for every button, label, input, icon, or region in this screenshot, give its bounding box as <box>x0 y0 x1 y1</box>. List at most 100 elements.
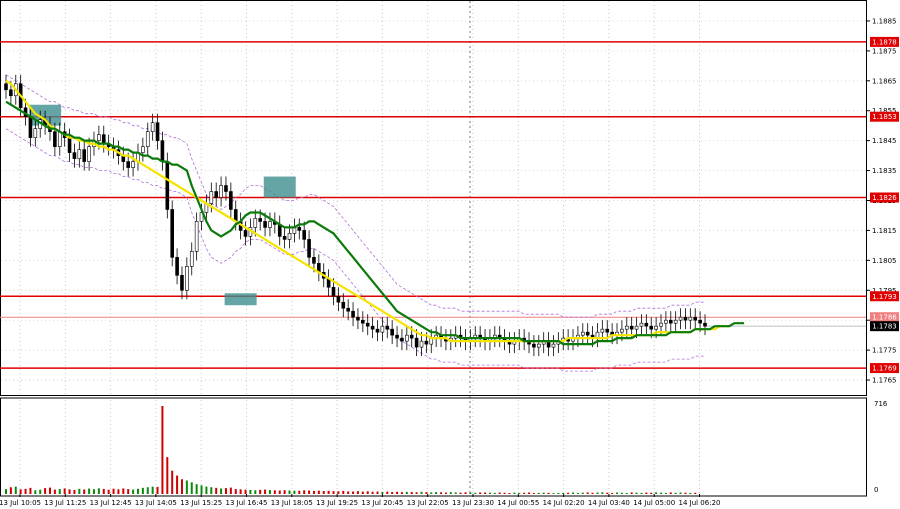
price-tick-label: 1.1775 <box>872 347 897 355</box>
volume-bar <box>68 489 71 494</box>
candle-body <box>365 322 370 327</box>
volume-bar <box>542 492 545 494</box>
candle-body <box>673 319 678 324</box>
volume-bar <box>58 489 61 494</box>
candle-body <box>346 307 350 312</box>
candle-body <box>4 83 8 91</box>
candle-body <box>77 149 82 159</box>
candle-body <box>688 316 693 321</box>
volume-bar <box>14 486 17 494</box>
volume-bar <box>273 490 276 494</box>
volume-bar <box>356 491 359 494</box>
volume-bar <box>195 484 198 494</box>
price-tick-label: 1.1865 <box>872 77 897 85</box>
volume-bar <box>308 490 311 494</box>
volume-bar <box>317 490 320 494</box>
volume-bar <box>259 489 262 494</box>
volume-bar <box>288 490 291 494</box>
candle-body <box>654 325 658 330</box>
volume-bar <box>386 491 389 494</box>
candle-body <box>253 218 258 228</box>
volume-bar <box>234 489 237 494</box>
volume-bar <box>508 493 511 494</box>
time-tick-label: 13 Jul 12:45 <box>90 499 132 507</box>
candle-body <box>287 233 292 240</box>
volume-bar <box>669 492 672 494</box>
candle-body <box>620 328 624 333</box>
candle-body <box>664 319 668 324</box>
volume-bar <box>151 486 154 494</box>
candle-body <box>72 152 77 159</box>
volume-bar <box>127 489 130 494</box>
candle-body <box>145 131 150 147</box>
volume-bar <box>532 493 535 494</box>
volume-panel: 716 0 <box>0 397 888 497</box>
current-price-box <box>870 321 899 332</box>
volume-bar <box>190 482 193 494</box>
pink-level-label: 1.1786 <box>872 314 897 322</box>
candle-body <box>165 161 170 210</box>
candle-body <box>185 266 189 291</box>
volume-bar <box>53 489 56 494</box>
volume-bar <box>503 492 506 494</box>
candle-body <box>698 319 702 324</box>
candle-body <box>683 316 688 321</box>
candle-body <box>53 131 57 147</box>
volume-bar <box>567 492 570 494</box>
volume-bar <box>479 492 482 494</box>
candle-body <box>189 251 194 267</box>
volume-bar <box>166 457 169 494</box>
candle-body <box>155 122 160 141</box>
volume-bar <box>39 489 42 494</box>
candle-body <box>33 128 38 138</box>
candle-body <box>405 334 409 342</box>
volume-bar <box>220 488 223 494</box>
volume-bar <box>283 490 286 494</box>
candle-body <box>624 325 629 330</box>
level-label-box <box>870 192 899 203</box>
chart-grid <box>0 0 867 494</box>
time-axis: 13 Jul 10:05 13 Jul 11:25 13 Jul 12:45 13 J… <box>0 494 720 507</box>
candle-body <box>629 325 634 330</box>
volume-bar <box>635 492 638 494</box>
volume-bar <box>430 492 433 494</box>
candle-body <box>409 334 414 339</box>
candle-body <box>341 301 346 309</box>
volume-bar <box>88 488 91 494</box>
candle-body <box>361 319 365 324</box>
volume-bar <box>264 489 267 494</box>
candle-body <box>97 134 101 141</box>
price-tick-label: 1.1815 <box>872 227 897 235</box>
volume-bar <box>449 492 452 494</box>
candle-body <box>219 185 223 198</box>
volume-bar <box>366 491 369 494</box>
volume-bar <box>537 492 540 494</box>
price-tick-label: 1.1845 <box>872 137 897 145</box>
current-price-label: 1.1783 <box>872 323 897 331</box>
signal-marker <box>263 176 296 198</box>
volume-bar <box>327 490 330 494</box>
lower-band <box>5 128 705 372</box>
volume-bar <box>332 491 335 494</box>
time-tick-label: 13 Jul 23:30 <box>452 499 494 507</box>
candle-body <box>175 257 179 276</box>
candle-body <box>199 212 204 222</box>
time-tick-label: 13 Jul 10:05 <box>0 499 41 507</box>
volume-bar <box>117 489 120 494</box>
volume-bar <box>581 492 584 494</box>
volume-bar <box>176 475 179 494</box>
time-tick-label: 13 Jul 19:25 <box>316 499 358 507</box>
price-tick-label: 1.1855 <box>872 107 897 115</box>
candle-body <box>160 140 165 162</box>
volume-bar <box>337 491 340 494</box>
candle-body <box>703 322 707 327</box>
volume-bar <box>396 491 399 494</box>
candle-body <box>678 316 683 321</box>
volume-bar <box>347 491 350 494</box>
volume-bar <box>616 492 619 494</box>
candle-body <box>375 328 380 333</box>
candle-body <box>224 185 228 192</box>
candle-body <box>214 191 218 198</box>
volume-bar <box>410 492 413 494</box>
